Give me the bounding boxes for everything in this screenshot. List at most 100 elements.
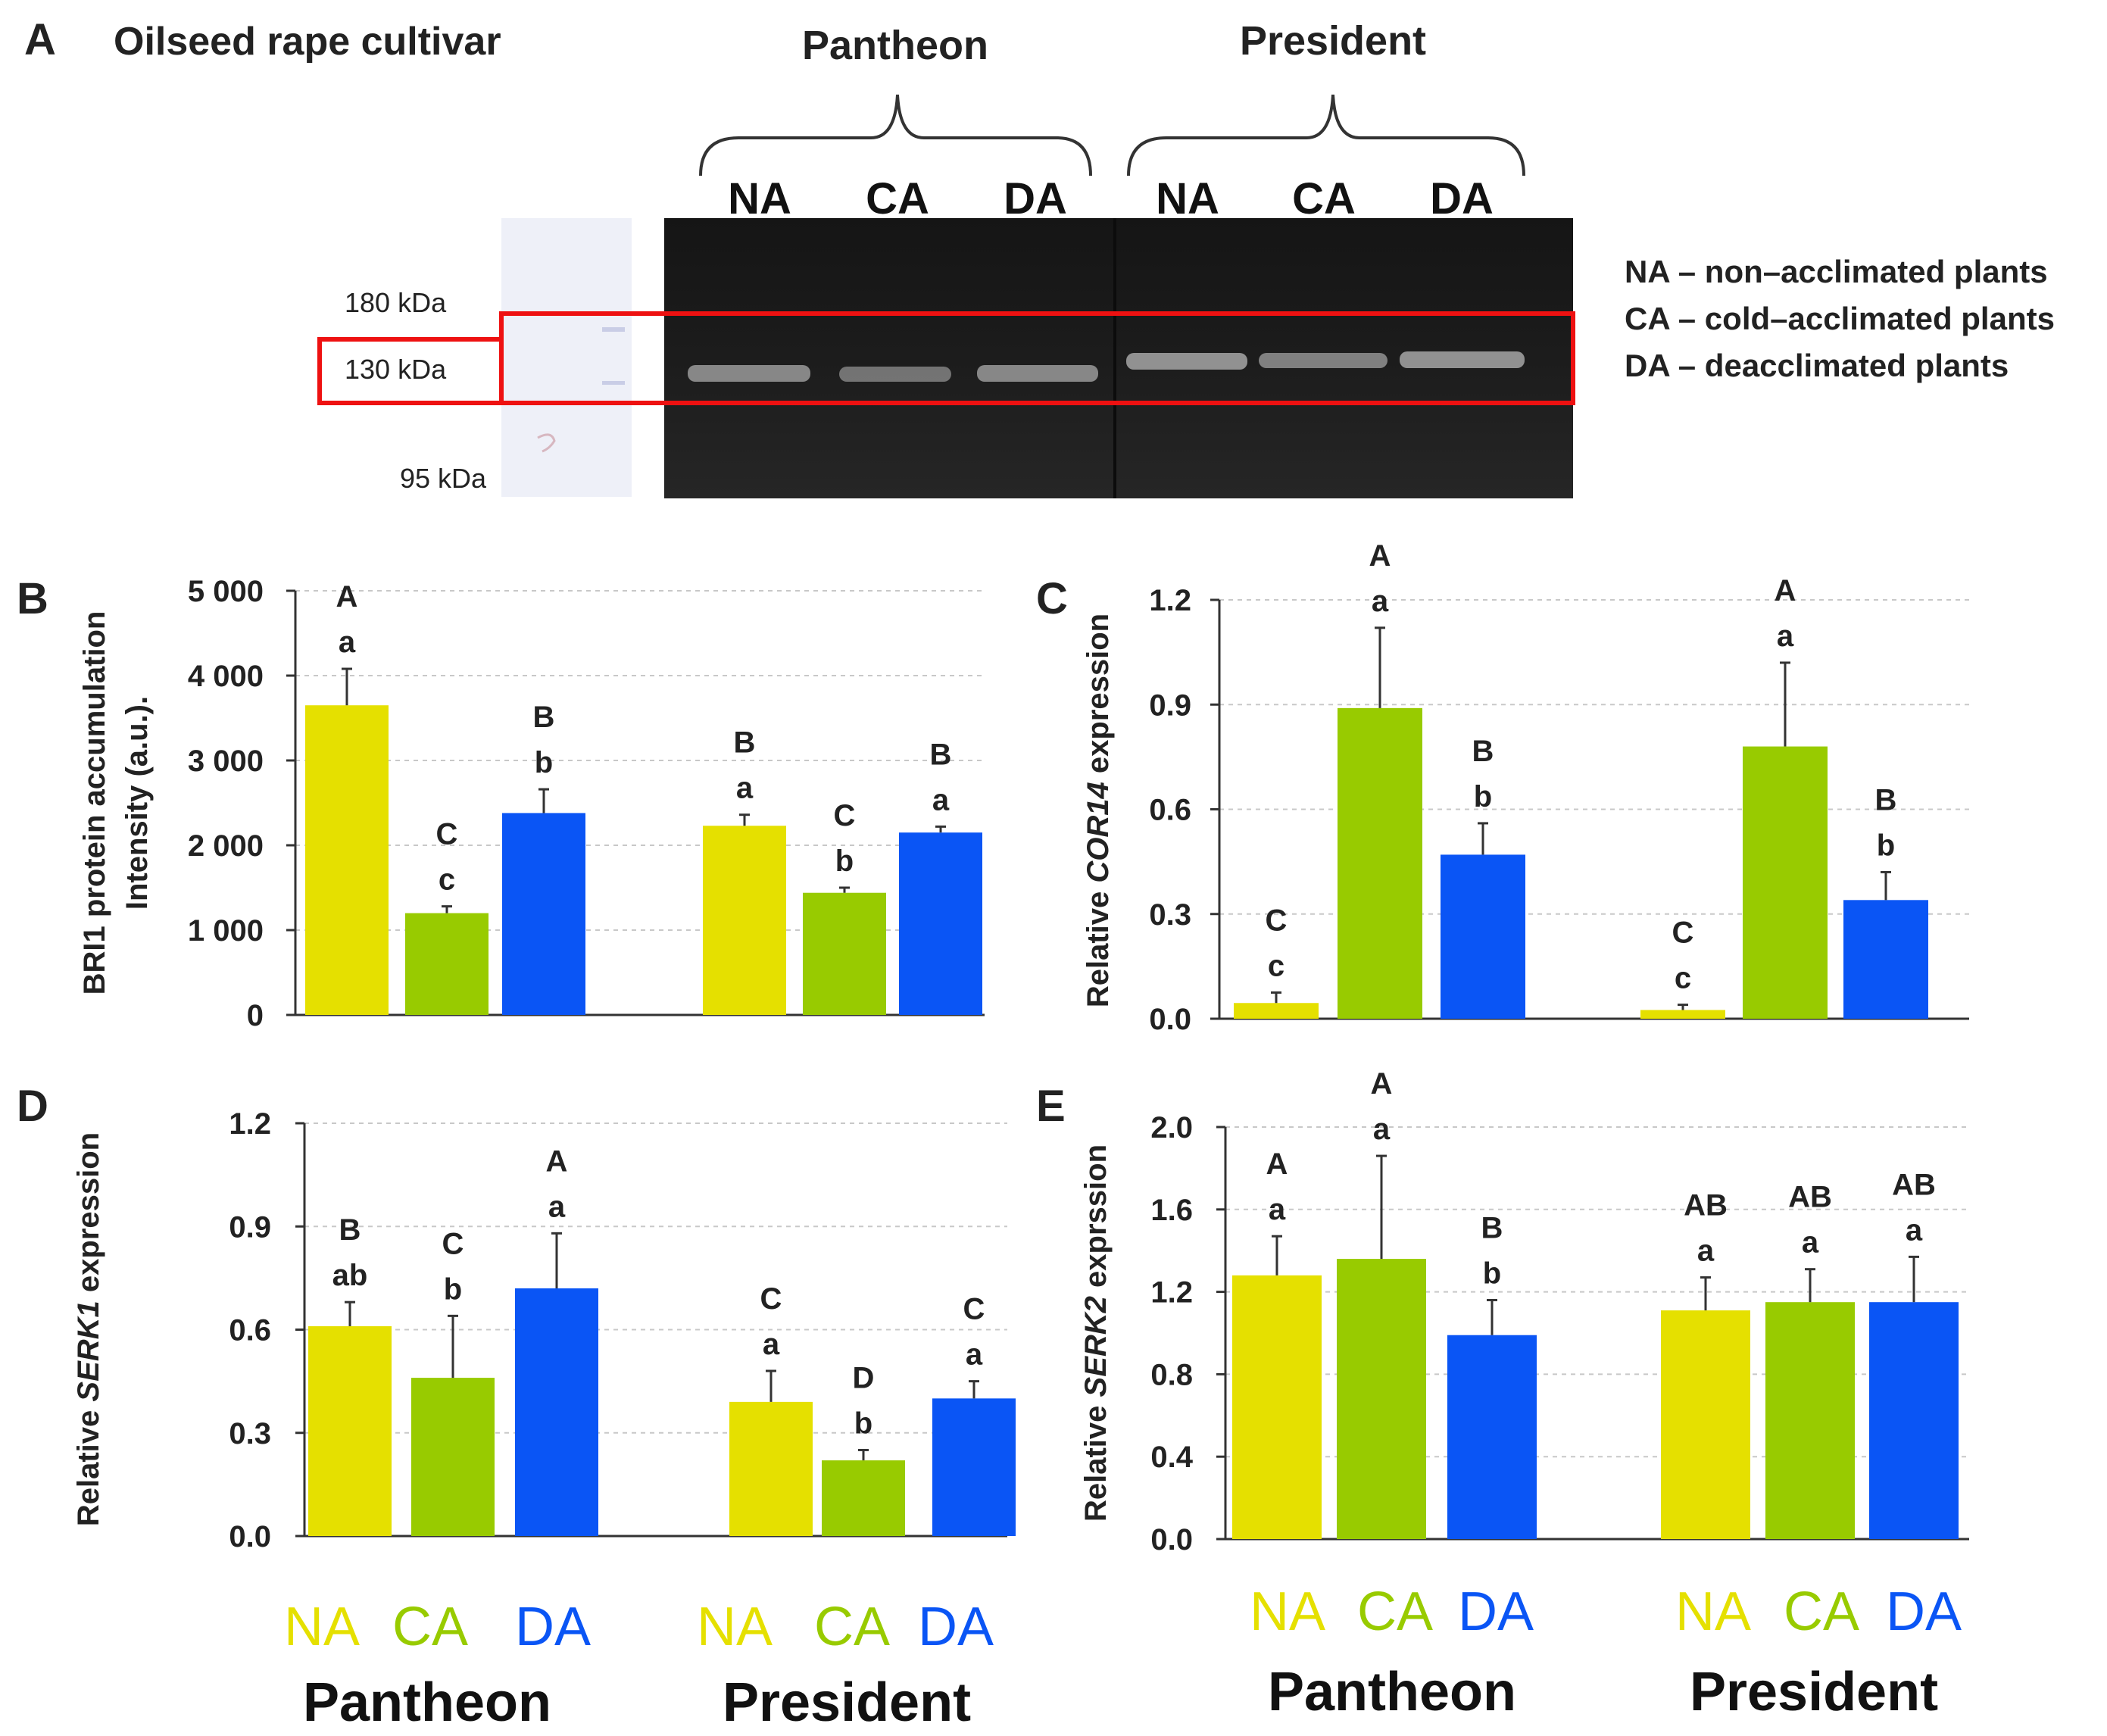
treatment-label-ca: CA (1357, 1581, 1433, 1642)
bar-da (1447, 1335, 1537, 1539)
chart-b: 0 1 000 2 000 3 000 4 000 5 000 BRI1 protein a… (78, 575, 985, 1032)
panel-e: E 0.0 0.4 0.8 1.2 1.6 2.0 Relative SERK2 exprs… (1036, 1067, 1969, 1556)
bar-da (932, 1398, 1016, 1536)
significance-letter-lower: b (1877, 829, 1895, 862)
treatment-label-da: DA (515, 1597, 591, 1657)
significance-letter-upper: A (546, 1144, 568, 1178)
significance-letter-lower: b (854, 1407, 872, 1440)
panel-c-letter: C (1036, 574, 1068, 623)
significance-letter-lower: c (1268, 949, 1284, 982)
bar-na (1640, 1010, 1725, 1019)
significance-letter-upper: C (1672, 916, 1694, 950)
panel-b-letter: B (17, 574, 48, 623)
y-tick-label: 0.3 (1149, 898, 1191, 932)
y-axis-label: Relative SERK1 expression (72, 1132, 105, 1526)
significance-letter-upper: AB (1788, 1181, 1832, 1214)
y-axis-label-part: expression (1082, 614, 1115, 782)
significance-letter-lower: a (1269, 1193, 1286, 1226)
significance-letter-upper: A (1369, 539, 1391, 573)
significance-letter-lower: b (535, 746, 553, 779)
brace-president (1127, 94, 1525, 176)
treatment-label-ca: CA (814, 1597, 890, 1657)
treatment-label-na: NA (1250, 1581, 1325, 1642)
bar-da (1843, 900, 1928, 1019)
bar-na (1661, 1310, 1750, 1539)
bar-da (515, 1288, 598, 1536)
significance-letter-upper: AB (1684, 1189, 1728, 1222)
significance-letter-lower: a (339, 626, 356, 659)
significance-letter-lower: a (763, 1328, 780, 1361)
panel-a-letter: A (24, 15, 56, 64)
panel-d-letter: D (17, 1082, 48, 1131)
significance-letter-lower: a (736, 772, 754, 805)
significance-letter-upper: A (1371, 1067, 1393, 1101)
gel-band (1126, 353, 1247, 370)
panel-e-letter: E (1036, 1082, 1066, 1131)
bar-na (729, 1401, 813, 1536)
legend-ca: CA – cold–acclimated plants (1625, 301, 2055, 336)
treatment-label-na: NA (697, 1597, 773, 1657)
significance-letter-lower: c (439, 863, 455, 897)
chart-d: 0.0 0.3 0.6 0.9 1.2 Relative SERK1 expression… (72, 1107, 1016, 1553)
significance-letter-lower: a (1906, 1213, 1923, 1247)
marker-label: 130 kDa (345, 354, 447, 385)
y-axis-label-part: Relative (72, 1402, 105, 1527)
y-axis-label: Intensity (a.u.). (120, 696, 154, 910)
y-tick-label: 0.8 (1150, 1358, 1193, 1391)
significance-letter-upper: C (436, 818, 458, 851)
y-tick-label: 0.4 (1150, 1441, 1193, 1474)
treatment-label-na: NA (1675, 1581, 1751, 1642)
y-axis-label-part: Relative (1082, 883, 1115, 1008)
significance-letter-upper: A (336, 580, 358, 614)
gel-band (1259, 353, 1387, 368)
y-tick-label: 0.6 (1149, 794, 1191, 827)
y-axis-label-part: expression (72, 1132, 105, 1300)
bar-ca (1338, 707, 1422, 1019)
significance-letter-upper: A (1266, 1147, 1288, 1181)
y-axis-label: Relative SERK2 exprssion (1079, 1144, 1113, 1522)
treatment-label-ca: CA (1784, 1581, 1859, 1642)
significance-letter-lower: b (444, 1272, 462, 1306)
significance-letter-lower: a (932, 783, 950, 816)
gel-band (1400, 351, 1525, 368)
panel-a-title: Oilseed rape cultivar (114, 20, 501, 64)
treatment-label-da: DA (918, 1597, 994, 1657)
marker-scribble (537, 433, 556, 453)
y-tick-label: 0.3 (229, 1417, 271, 1450)
significance-letter-upper: AB (1892, 1168, 1936, 1201)
marker-label: 95 kDa (400, 463, 487, 494)
y-tick-label: 0.0 (1149, 1003, 1191, 1036)
y-tick-label: 0.9 (1149, 688, 1191, 722)
marker-band (602, 381, 625, 385)
y-tick-label: 1.2 (229, 1107, 271, 1141)
y-axis-label-part: Relative (1079, 1397, 1113, 1522)
cultivar-label-president: President (723, 1672, 971, 1733)
significance-letter-lower: b (1474, 780, 1492, 813)
marker-band (602, 327, 625, 332)
significance-letter-lower: c (1675, 962, 1691, 995)
bar-ca (803, 892, 886, 1015)
significance-letter-upper: B (734, 726, 756, 760)
significance-letter-lower: a (1697, 1235, 1715, 1268)
legend-da: DA – deacclimated plants (1625, 348, 2009, 383)
significance-letter-lower: a (1372, 585, 1389, 618)
treatment-label-da: DA (1886, 1581, 1962, 1642)
significance-letter-lower: a (966, 1338, 983, 1372)
bar-ca (411, 1378, 495, 1536)
y-tick-label: 1.2 (1149, 584, 1191, 617)
bar-na (1232, 1275, 1322, 1539)
treatment-label-ca: CA (392, 1597, 468, 1657)
gel-divider (1113, 218, 1116, 498)
significance-letter-lower: ab (332, 1259, 368, 1292)
gel-band (839, 367, 951, 382)
bar-na (703, 826, 786, 1015)
bar-ca (822, 1460, 905, 1536)
y-axis-label-part: COR14 (1082, 782, 1115, 882)
significance-letter-upper: C (760, 1282, 782, 1316)
bar-da (1869, 1302, 1959, 1539)
y-tick-label: 0.6 (229, 1314, 271, 1347)
bar-na (308, 1325, 392, 1536)
lane-label: NA (728, 174, 791, 223)
significance-letter-lower: b (1483, 1257, 1501, 1290)
panel-a: A Oilseed rape cultivar Pantheon Preside… (24, 15, 2055, 498)
